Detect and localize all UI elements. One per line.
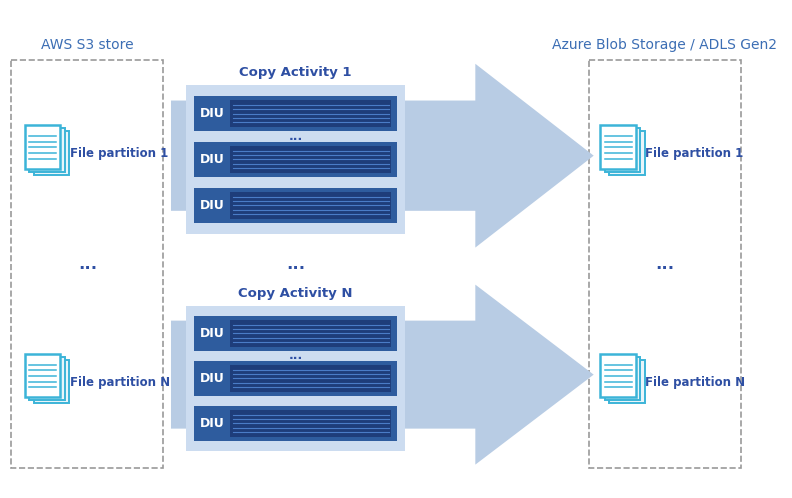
Bar — [29, 128, 65, 172]
Bar — [609, 131, 645, 174]
Bar — [230, 192, 391, 219]
Text: Azure Blob Storage / ADLS Gen2: Azure Blob Storage / ADLS Gen2 — [553, 38, 778, 52]
Bar — [605, 357, 641, 400]
Bar — [25, 125, 60, 169]
Text: DIU: DIU — [200, 417, 224, 430]
Text: File partition N: File partition N — [645, 376, 745, 389]
Bar — [194, 316, 397, 351]
FancyBboxPatch shape — [11, 60, 163, 469]
Bar — [605, 128, 641, 172]
Text: File partition 1: File partition 1 — [70, 147, 168, 160]
Bar — [230, 146, 391, 173]
Bar — [25, 354, 60, 397]
Bar — [600, 125, 636, 169]
FancyBboxPatch shape — [589, 60, 741, 469]
Text: ...: ... — [288, 350, 303, 363]
Text: DIU: DIU — [200, 372, 224, 385]
Bar — [194, 142, 397, 177]
Bar — [194, 362, 397, 395]
Text: DIU: DIU — [200, 153, 224, 166]
Text: DIU: DIU — [200, 327, 224, 340]
Text: ...: ... — [286, 255, 305, 273]
Bar — [33, 131, 69, 174]
Bar — [230, 365, 391, 392]
Text: Copy Activity 1: Copy Activity 1 — [239, 66, 352, 79]
Polygon shape — [171, 285, 594, 465]
Text: File partition N: File partition N — [70, 376, 170, 389]
Bar — [29, 357, 65, 400]
Bar — [609, 360, 645, 403]
Polygon shape — [171, 64, 594, 248]
Text: ...: ... — [288, 130, 303, 143]
Bar — [230, 320, 391, 347]
Bar — [230, 100, 391, 127]
Bar — [194, 188, 397, 223]
Text: File partition 1: File partition 1 — [645, 147, 744, 160]
Text: AWS S3 store: AWS S3 store — [41, 38, 134, 52]
Bar — [33, 360, 69, 403]
Text: DIU: DIU — [200, 199, 224, 212]
Bar — [186, 305, 405, 451]
Bar — [230, 410, 391, 437]
Bar — [194, 406, 397, 441]
Bar — [186, 85, 405, 234]
Text: Copy Activity N: Copy Activity N — [238, 287, 352, 300]
Text: DIU: DIU — [200, 107, 224, 120]
Bar — [194, 97, 397, 130]
Text: ...: ... — [655, 255, 675, 273]
Bar — [600, 354, 636, 397]
Text: ...: ... — [78, 255, 97, 273]
